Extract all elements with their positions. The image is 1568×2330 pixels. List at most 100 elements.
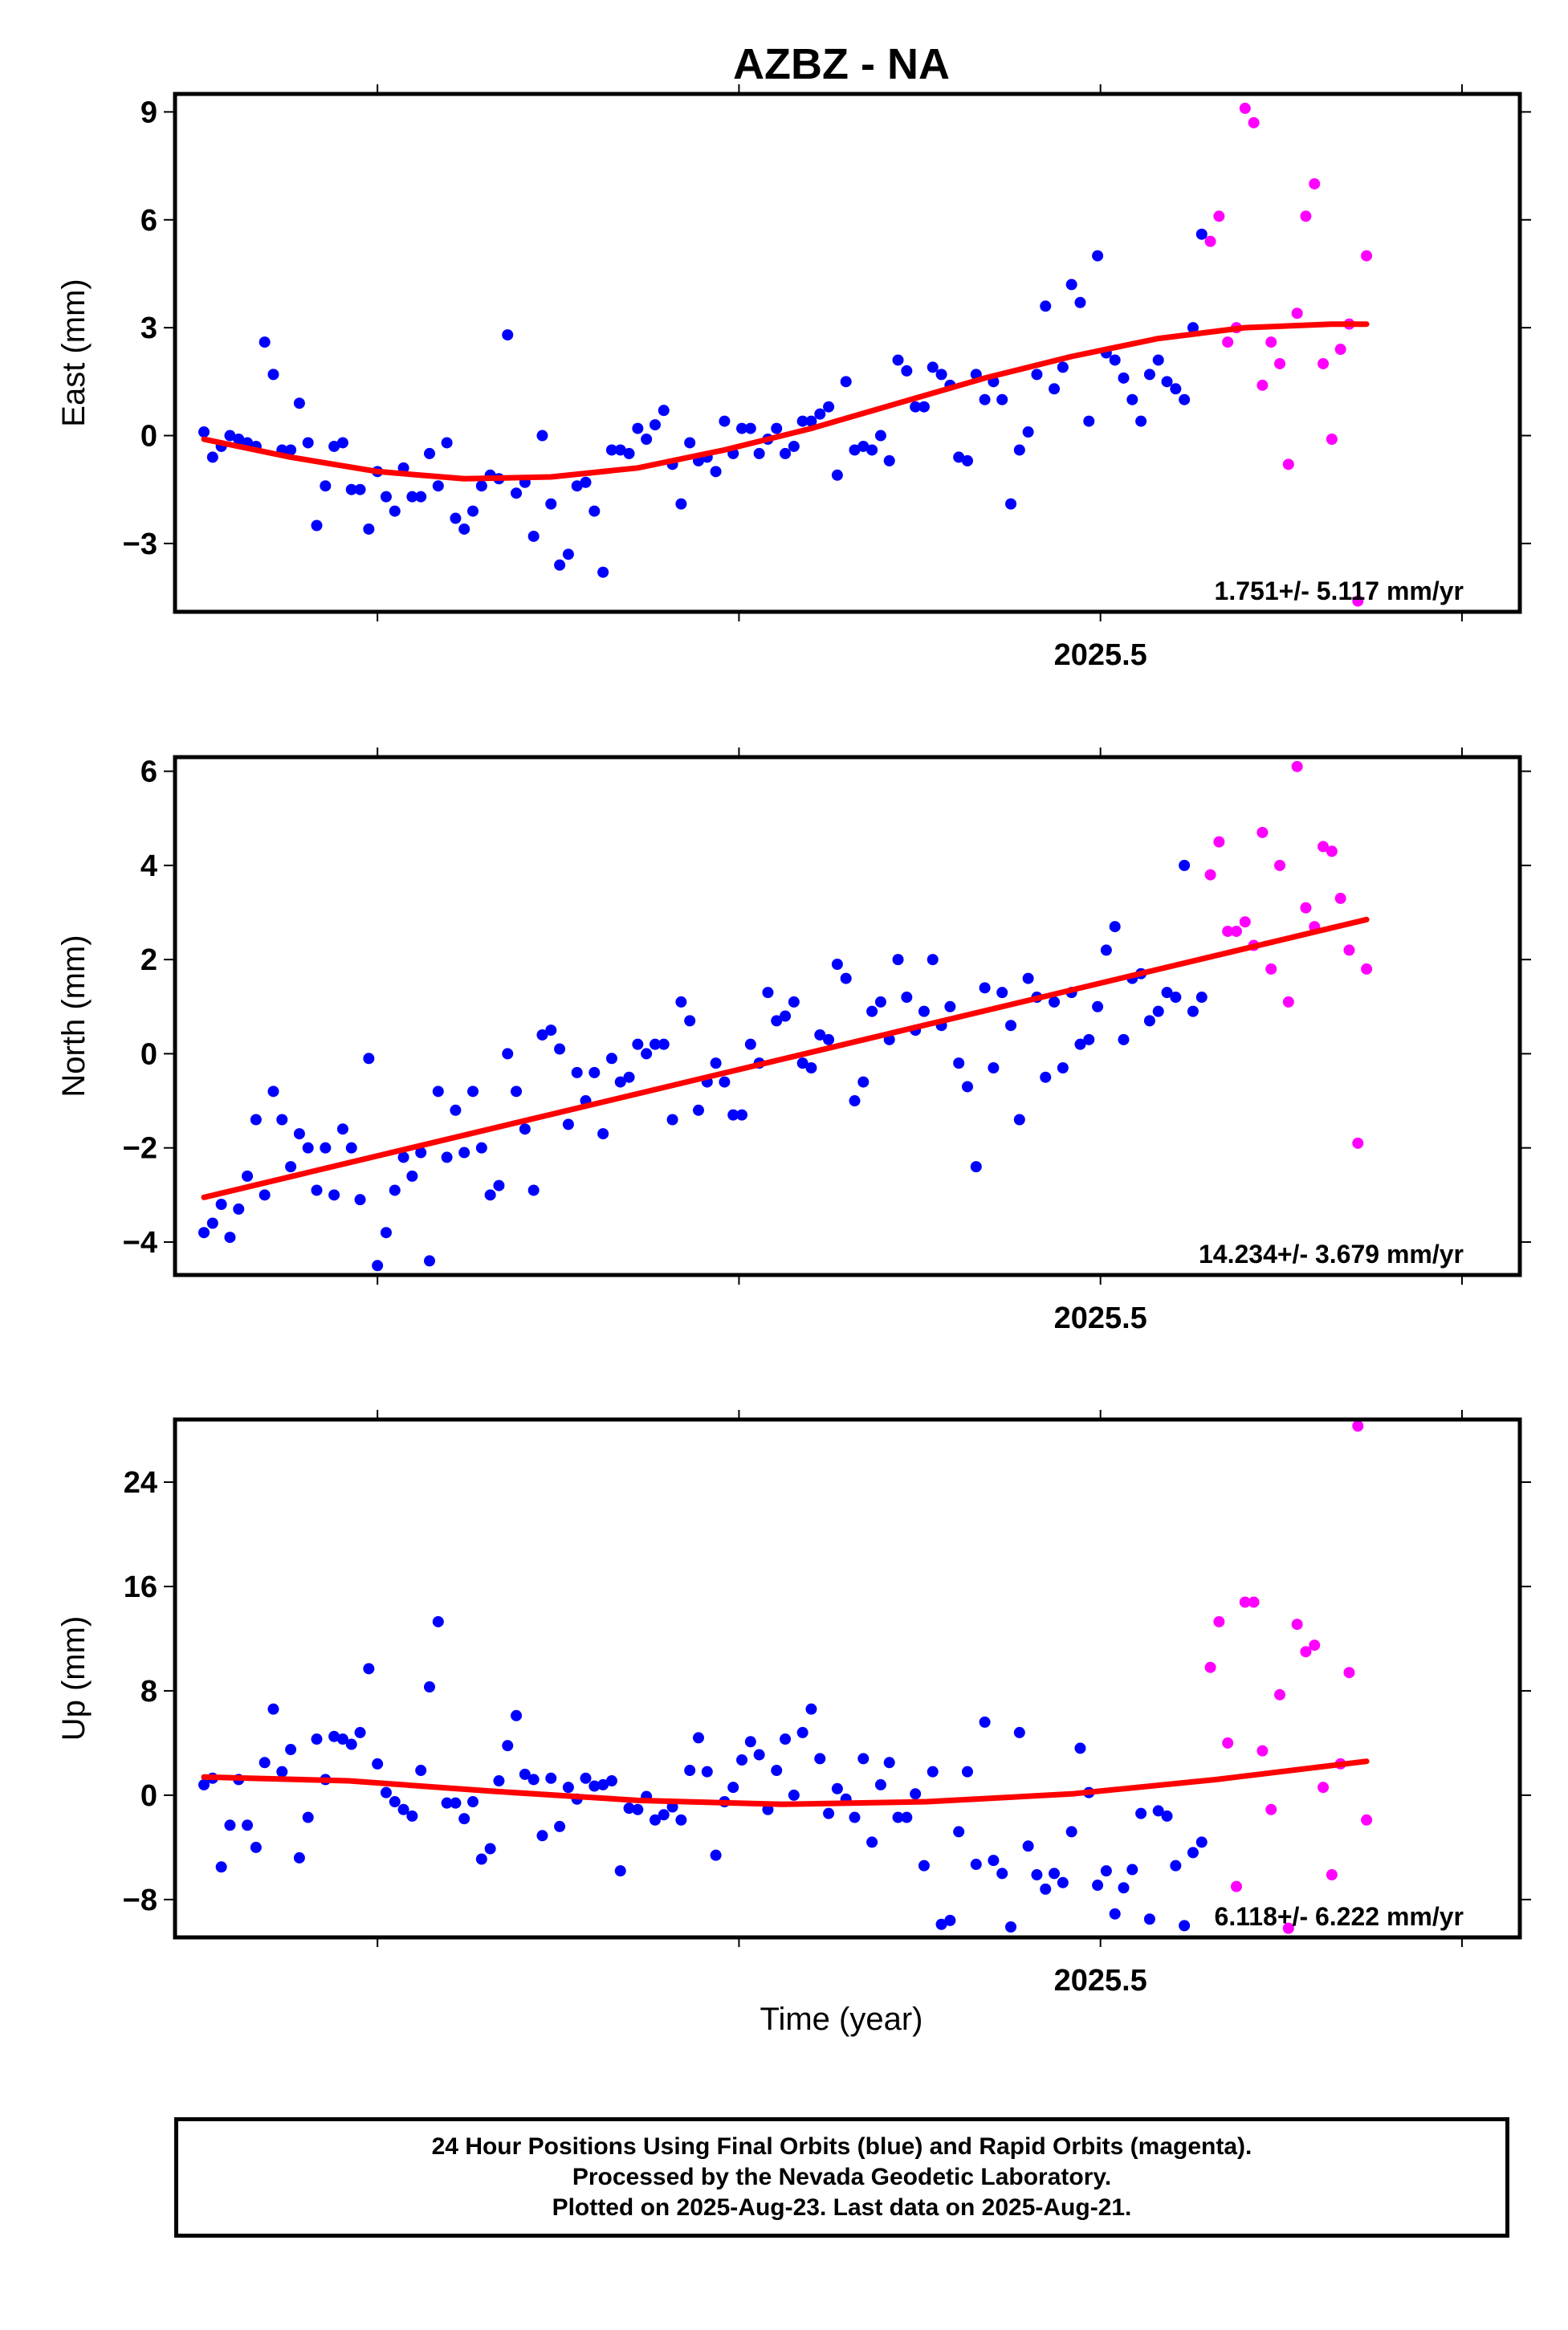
rate-label: 6.118+/- 6.222 mm/yr [1215,1902,1464,1931]
final-orbit-point [458,1147,470,1159]
fit-line [201,916,1370,1200]
rapid-orbit-point [1213,836,1225,848]
final-orbit-point [814,1753,826,1765]
final-orbit-point [614,444,626,456]
final-orbit-point [198,426,210,438]
final-orbit-point [605,444,617,456]
final-orbit-point [883,454,895,466]
final-orbit-point [475,1142,487,1154]
rapid-orbit-point [1309,1640,1321,1652]
final-orbit-point [302,1811,314,1823]
footer-line-plotted: Plotted on 2025-Aug-23. Last data on 202… [552,2194,1132,2221]
final-orbit-point [1109,921,1121,933]
final-orbit-point [796,1057,808,1069]
rapid-orbit-point [1300,1646,1312,1658]
final-orbit-point [710,466,722,478]
final-orbit-point [580,476,592,488]
final-orbit-point [796,1726,808,1738]
x-tick-label: 2025.5 [1054,1964,1147,1998]
final-orbit-point [1195,1836,1208,1848]
final-orbit-point [597,1778,609,1790]
final-orbit-point [979,393,991,405]
final-orbit-point [502,1740,514,1752]
final-orbit-point [311,519,323,532]
final-orbit-point [233,434,245,445]
final-orbit-point [276,1114,288,1126]
data-points [198,1420,1373,1934]
final-orbit-point [1013,444,1025,456]
final-orbit-point [788,1789,800,1801]
final-orbit-point [285,444,297,456]
final-orbit-point [684,1015,696,1027]
final-orbit-point [988,1062,1000,1073]
y-tick-label: 0 [141,420,157,454]
final-orbit-point [710,1057,722,1069]
final-orbit-point [250,1114,262,1126]
final-orbit-point [554,559,566,571]
final-orbit-point [397,1803,409,1815]
final-orbit-point [259,1757,271,1769]
final-orbit-point [944,1914,956,1926]
final-orbit-point [519,1768,531,1780]
final-orbit-point [632,1038,644,1050]
final-orbit-point [623,1802,635,1815]
final-orbit-point [1187,322,1199,334]
final-orbit-point [1040,1883,1052,1895]
final-orbit-point [988,1855,1000,1867]
final-orbit-point [224,430,236,442]
final-orbit-point [1152,1805,1164,1817]
final-orbit-point [372,1758,384,1770]
final-orbit-point [432,1615,444,1627]
final-orbit-point [415,1765,427,1777]
final-orbit-point [311,1184,323,1196]
final-orbit-point [780,1733,792,1745]
final-orbit-point [970,1161,982,1173]
rapid-orbit-point [1300,902,1312,914]
final-orbit-point [372,1260,384,1272]
final-orbit-point [1109,354,1121,366]
final-orbit-point [719,415,731,427]
final-orbit-point [961,454,973,466]
final-orbit-point [389,1796,401,1808]
final-orbit-point [814,1029,826,1041]
final-orbit-point [614,1076,626,1088]
final-orbit-point [198,1227,210,1239]
rapid-orbit-point [1256,826,1269,838]
final-orbit-point [744,1736,756,1748]
final-orbit-point [1083,415,1095,427]
final-orbit-point [571,480,583,492]
rapid-orbit-point [1318,841,1330,853]
final-orbit-point [823,1033,835,1045]
final-orbit-point [562,548,574,560]
rapid-orbit-point [1204,869,1216,881]
final-orbit-point [484,1189,496,1201]
final-orbit-point [363,1663,375,1675]
final-orbit-point [536,430,548,442]
final-orbit-point [354,483,366,495]
final-orbit-point [1187,1847,1199,1859]
final-orbit-point [1152,354,1164,366]
final-orbit-point [545,1772,557,1784]
final-orbit-point [1074,1038,1086,1050]
final-orbit-point [328,1189,340,1201]
final-orbit-point [1013,1114,1025,1126]
final-orbit-point [1022,1840,1034,1852]
rapid-orbit-point [1204,235,1216,247]
final-orbit-point [380,1786,392,1798]
final-orbit-point [927,1766,939,1778]
final-orbit-point [1092,1000,1104,1012]
final-orbit-point [927,954,939,966]
rapid-orbit-point [1326,1869,1338,1881]
final-orbit-point [1057,1062,1069,1073]
final-orbit-point [293,1128,305,1140]
rapid-orbit-point [1239,1596,1251,1608]
final-orbit-point [1118,1882,1130,1894]
final-orbit-point [1065,1826,1077,1838]
final-orbit-point [614,1865,626,1877]
rapid-orbit-point [1334,344,1346,356]
final-orbit-point [458,1813,470,1825]
rapid-orbit-point [1361,250,1373,262]
final-orbit-point [788,440,800,452]
final-orbit-point [1152,1005,1164,1017]
rapid-orbit-point [1291,308,1303,320]
